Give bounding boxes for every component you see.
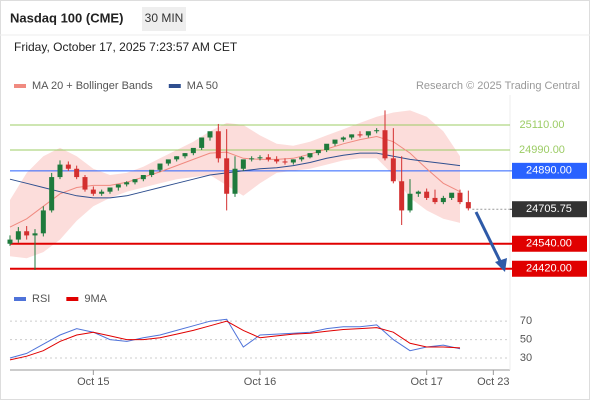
candle-body bbox=[282, 161, 288, 163]
level-label-box bbox=[512, 162, 587, 179]
candle-body bbox=[249, 158, 255, 160]
candle-body bbox=[265, 157, 271, 160]
legend-swatch bbox=[168, 84, 181, 88]
candle-body bbox=[224, 158, 230, 194]
candle-body bbox=[257, 157, 263, 159]
candle-body bbox=[182, 153, 188, 157]
candle-body bbox=[240, 159, 246, 169]
interval-label[interactable]: 30 MIN bbox=[145, 11, 184, 25]
level-label: 24540.00 bbox=[526, 238, 572, 250]
candle-body bbox=[382, 130, 388, 159]
candle-body bbox=[65, 164, 71, 169]
candle-body bbox=[199, 137, 205, 148]
x-tick-label: Oct 17 bbox=[410, 376, 442, 388]
candle-body bbox=[465, 202, 471, 209]
candle-body bbox=[99, 191, 105, 194]
legend-swatch bbox=[66, 297, 79, 301]
y-tick-label: 30 bbox=[520, 352, 532, 364]
interval-button[interactable] bbox=[142, 7, 186, 31]
candle-body bbox=[274, 159, 280, 162]
level-label: 25110.00 bbox=[519, 119, 564, 131]
candle-body bbox=[415, 191, 421, 194]
candle-body bbox=[190, 147, 196, 154]
indicator-line bbox=[9, 318, 461, 359]
instrument-title: Nasdaq 100 (CME) bbox=[10, 10, 123, 25]
candle-body bbox=[49, 177, 55, 211]
candle-body bbox=[124, 182, 130, 185]
candle-body bbox=[424, 191, 430, 198]
forecast-arrowhead bbox=[495, 258, 507, 272]
credit: Research © 2025 Trading Central bbox=[416, 80, 580, 92]
candle-body bbox=[74, 168, 80, 178]
level-label: 24990.00 bbox=[519, 144, 565, 156]
y-tick-label: 70 bbox=[520, 315, 532, 327]
candle-body bbox=[165, 159, 171, 164]
x-tick-label: Oct 23 bbox=[477, 376, 509, 388]
candle-body bbox=[32, 233, 38, 236]
candle-body bbox=[324, 143, 330, 150]
candle-body bbox=[57, 164, 63, 178]
candle-body bbox=[15, 231, 21, 240]
candle-body bbox=[357, 134, 363, 136]
candle-body bbox=[82, 177, 88, 190]
legend-label: MA 50 bbox=[187, 80, 218, 92]
legend-swatch bbox=[14, 297, 26, 301]
candle-body bbox=[157, 163, 163, 170]
legend-label: RSI bbox=[32, 293, 50, 305]
candle-body bbox=[399, 181, 405, 211]
candle-body bbox=[90, 189, 96, 194]
candle-body bbox=[349, 134, 355, 138]
candle-body bbox=[332, 139, 338, 144]
candle-body bbox=[315, 150, 321, 154]
timestamp: Friday, October 17, 2025 7:23:57 AM CET bbox=[14, 40, 238, 54]
candle-body bbox=[440, 197, 446, 203]
candle-body bbox=[149, 169, 155, 175]
level-label-box bbox=[512, 235, 587, 252]
level-label-box bbox=[512, 201, 587, 218]
level-label: 24705.75 bbox=[526, 203, 572, 215]
candle-body bbox=[374, 130, 380, 132]
legend-label: 9MA bbox=[84, 293, 107, 305]
candle-body bbox=[215, 131, 221, 159]
candle-body bbox=[40, 210, 46, 234]
legend-swatch bbox=[14, 84, 26, 88]
level-label: 24420.00 bbox=[526, 263, 572, 275]
candle-body bbox=[24, 231, 30, 236]
candle-body bbox=[132, 179, 138, 183]
candle-body bbox=[432, 197, 438, 203]
level-label-box bbox=[512, 260, 587, 277]
forecast-arrow bbox=[474, 211, 503, 264]
x-tick-label: Oct 15 bbox=[77, 376, 109, 388]
candle-body bbox=[7, 239, 13, 244]
candle-body bbox=[207, 131, 213, 138]
candle-body bbox=[107, 187, 113, 192]
candle-body bbox=[140, 175, 146, 180]
candle-body bbox=[365, 131, 371, 136]
candle-body bbox=[299, 157, 305, 160]
level-label: 24890.00 bbox=[526, 165, 572, 177]
candle-body bbox=[174, 156, 180, 160]
y-tick-label: 50 bbox=[520, 334, 532, 346]
indicator-line bbox=[9, 320, 461, 361]
candle-body bbox=[457, 192, 463, 203]
candle-body bbox=[115, 184, 121, 188]
candle-body bbox=[390, 158, 396, 182]
legend-label: MA 20 + Bollinger Bands bbox=[32, 80, 153, 92]
candle-body bbox=[407, 193, 413, 211]
candle-body bbox=[232, 168, 238, 194]
candle-body bbox=[449, 192, 455, 198]
candle-body bbox=[340, 137, 346, 140]
candle-body bbox=[290, 159, 296, 163]
candle-body bbox=[307, 153, 313, 158]
x-tick-label: Oct 16 bbox=[244, 376, 276, 388]
